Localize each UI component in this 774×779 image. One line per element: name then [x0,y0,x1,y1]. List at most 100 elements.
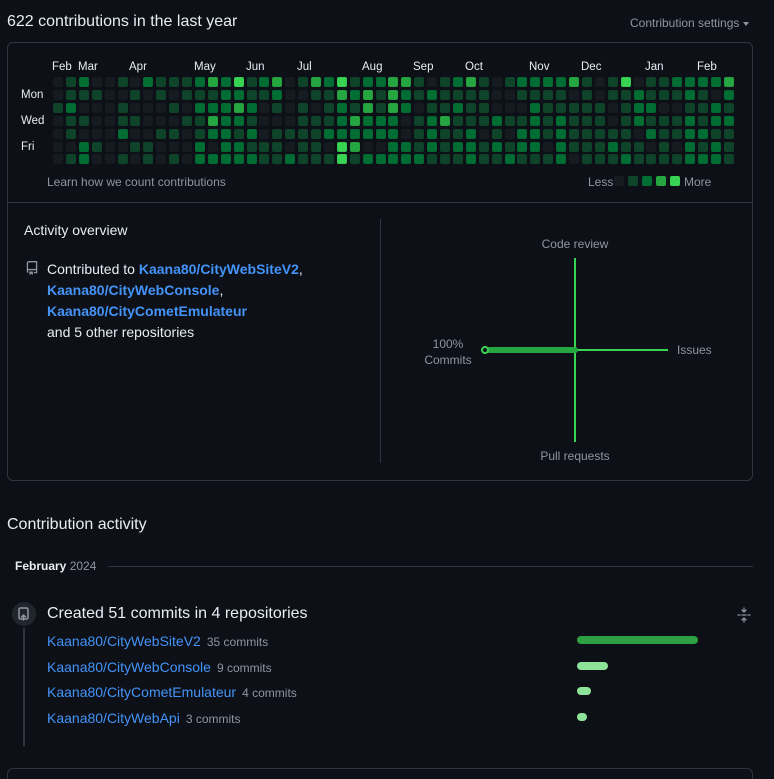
calendar-day-cell[interactable] [582,77,592,87]
calendar-day-cell[interactable] [556,129,566,139]
calendar-day-cell[interactable] [337,90,347,100]
calendar-day-cell[interactable] [556,77,566,87]
calendar-day-cell[interactable] [324,154,334,164]
calendar-day-cell[interactable] [105,142,115,152]
calendar-day-cell[interactable] [517,116,527,126]
calendar-day-cell[interactable] [66,129,76,139]
calendar-day-cell[interactable] [479,129,489,139]
commit-repo-link[interactable]: Kaana80/CityWebConsole [47,659,211,675]
calendar-day-cell[interactable] [595,129,605,139]
calendar-day-cell[interactable] [169,142,179,152]
calendar-day-cell[interactable] [634,154,644,164]
calendar-day-cell[interactable] [66,103,76,113]
calendar-day-cell[interactable] [234,90,244,100]
calendar-day-cell[interactable] [427,154,437,164]
calendar-day-cell[interactable] [582,103,592,113]
calendar-day-cell[interactable] [724,90,734,100]
calendar-day-cell[interactable] [221,154,231,164]
calendar-day-cell[interactable] [298,90,308,100]
calendar-day-cell[interactable] [685,142,695,152]
calendar-day-cell[interactable] [685,129,695,139]
calendar-day-cell[interactable] [646,103,656,113]
calendar-day-cell[interactable] [530,154,540,164]
calendar-day-cell[interactable] [285,103,295,113]
calendar-day-cell[interactable] [376,142,386,152]
calendar-day-cell[interactable] [453,116,463,126]
calendar-day-cell[interactable] [427,77,437,87]
calendar-day-cell[interactable] [595,103,605,113]
calendar-day-cell[interactable] [672,90,682,100]
calendar-day-cell[interactable] [569,116,579,126]
calendar-day-cell[interactable] [388,129,398,139]
calendar-day-cell[interactable] [324,90,334,100]
calendar-day-cell[interactable] [130,129,140,139]
calendar-day-cell[interactable] [582,129,592,139]
calendar-day-cell[interactable] [376,90,386,100]
calendar-day-cell[interactable] [711,129,721,139]
calendar-day-cell[interactable] [118,129,128,139]
calendar-day-cell[interactable] [221,90,231,100]
calendar-day-cell[interactable] [492,116,502,126]
calendar-day-cell[interactable] [363,154,373,164]
calendar-day-cell[interactable] [698,103,708,113]
calendar-day-cell[interactable] [53,116,63,126]
calendar-day-cell[interactable] [272,116,282,126]
calendar-day-cell[interactable] [118,154,128,164]
calendar-day-cell[interactable] [298,103,308,113]
calendar-day-cell[interactable] [659,103,669,113]
calendar-day-cell[interactable] [118,77,128,87]
calendar-day-cell[interactable] [169,154,179,164]
calendar-day-cell[interactable] [285,142,295,152]
calendar-day-cell[interactable] [672,116,682,126]
calendar-day-cell[interactable] [711,90,721,100]
calendar-day-cell[interactable] [195,77,205,87]
calendar-day-cell[interactable] [143,129,153,139]
calendar-day-cell[interactable] [479,77,489,87]
calendar-day-cell[interactable] [169,90,179,100]
calendar-day-cell[interactable] [311,103,321,113]
calendar-day-cell[interactable] [672,154,682,164]
calendar-day-cell[interactable] [53,103,63,113]
calendar-day-cell[interactable] [505,90,515,100]
calendar-day-cell[interactable] [208,116,218,126]
calendar-day-cell[interactable] [285,129,295,139]
calendar-day-cell[interactable] [363,77,373,87]
repo-link-citywebsitev2[interactable]: Kaana80/CityWebSiteV2 [138,261,299,277]
calendar-day-cell[interactable] [492,90,502,100]
calendar-day-cell[interactable] [195,129,205,139]
calendar-day-cell[interactable] [363,103,373,113]
calendar-day-cell[interactable] [143,142,153,152]
calendar-day-cell[interactable] [659,142,669,152]
calendar-day-cell[interactable] [143,90,153,100]
calendar-day-cell[interactable] [505,129,515,139]
calendar-day-cell[interactable] [247,103,257,113]
calendar-day-cell[interactable] [105,77,115,87]
calendar-day-cell[interactable] [453,77,463,87]
calendar-day-cell[interactable] [608,77,618,87]
calendar-day-cell[interactable] [156,142,166,152]
calendar-day-cell[interactable] [427,90,437,100]
calendar-day-cell[interactable] [427,129,437,139]
calendar-day-cell[interactable] [414,142,424,152]
calendar-day-cell[interactable] [285,77,295,87]
calendar-day-cell[interactable] [466,129,476,139]
calendar-day-cell[interactable] [505,116,515,126]
calendar-day-cell[interactable] [634,103,644,113]
calendar-day-cell[interactable] [401,90,411,100]
calendar-day-cell[interactable] [646,90,656,100]
calendar-day-cell[interactable] [337,77,347,87]
calendar-day-cell[interactable] [247,77,257,87]
calendar-day-cell[interactable] [337,142,347,152]
calendar-day-cell[interactable] [685,116,695,126]
calendar-day-cell[interactable] [724,77,734,87]
calendar-day-cell[interactable] [53,154,63,164]
calendar-day-cell[interactable] [414,90,424,100]
calendar-day-cell[interactable] [427,116,437,126]
calendar-day-cell[interactable] [259,154,269,164]
calendar-day-cell[interactable] [479,142,489,152]
calendar-day-cell[interactable] [79,90,89,100]
calendar-day-cell[interactable] [79,103,89,113]
calendar-day-cell[interactable] [285,90,295,100]
calendar-day-cell[interactable] [324,116,334,126]
calendar-day-cell[interactable] [698,142,708,152]
